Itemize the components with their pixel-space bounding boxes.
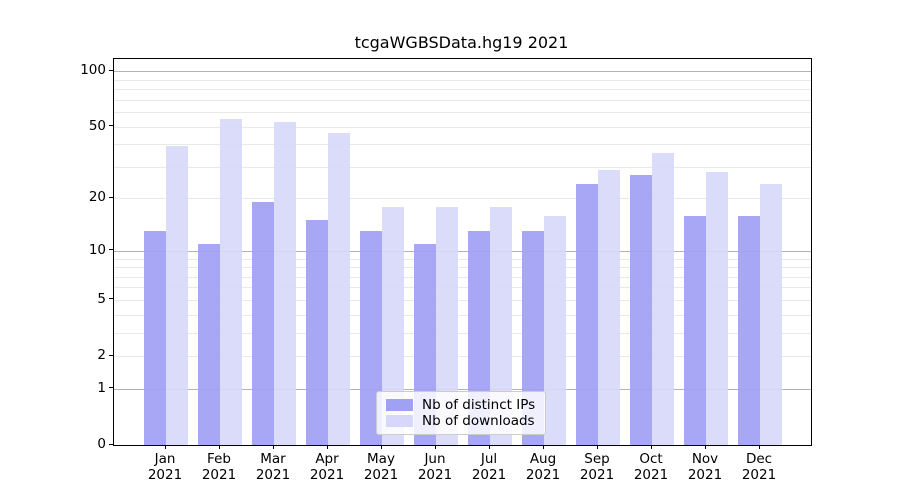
x-tick-label: Jun 2021 (417, 451, 453, 483)
bar-nb-of-distinct-ips-Apr (306, 220, 328, 445)
minor-gridline (114, 166, 811, 168)
x-tick-label: Sep 2021 (579, 451, 615, 483)
major-gridline (114, 71, 811, 73)
bar-nb-of-distinct-ips-Dec (738, 215, 760, 445)
x-tick-label: Nov 2021 (687, 451, 723, 483)
bar-nb-of-distinct-ips-Jan (144, 231, 166, 445)
x-tick-mark (597, 445, 598, 449)
x-tick-mark (219, 445, 220, 449)
y-tick-label: 0 (97, 436, 106, 452)
bar-nb-of-downloads-Mar (274, 121, 296, 445)
x-tick-mark (489, 445, 490, 449)
bar-nb-of-downloads-Aug (544, 215, 566, 445)
y-tick-mark (109, 125, 113, 126)
legend-entry-distinct-ips: Nb of distinct IPs (386, 397, 536, 413)
bar-nb-of-distinct-ips-Nov (684, 215, 706, 445)
y-tick-mark (109, 443, 113, 445)
bar-nb-of-distinct-ips-Oct (630, 175, 652, 445)
minor-gridline (114, 287, 811, 289)
bar-nb-of-distinct-ips-Mar (252, 202, 274, 445)
x-tick-mark (651, 445, 652, 449)
bar-nb-of-distinct-ips-Feb (198, 243, 220, 445)
y-tick-label: 100 (80, 62, 106, 79)
minor-gridline (114, 99, 811, 101)
x-tick-mark (273, 445, 274, 449)
y-tick-label: 2 (97, 347, 106, 363)
legend-label-downloads: Nb of downloads (422, 413, 535, 429)
y-tick-label: 10 (88, 241, 106, 258)
minor-gridline (114, 144, 811, 146)
legend-swatch-distinct-ips (386, 399, 413, 411)
minor-gridline (114, 314, 811, 316)
x-tick-label: Aug 2021 (525, 451, 561, 483)
x-tick-label: Oct 2021 (633, 451, 669, 483)
x-tick-label: Dec 2021 (741, 451, 777, 483)
bar-nb-of-downloads-Jul (490, 206, 512, 445)
y-tick-mark (109, 387, 113, 389)
y-tick-mark (109, 249, 113, 251)
legend-swatch-downloads (386, 415, 413, 427)
x-tick-mark (327, 445, 328, 449)
y-tick-label: 1 (97, 379, 106, 396)
y-tick-mark (109, 69, 113, 71)
y-tick-mark (109, 354, 113, 356)
x-tick-label: Jan 2021 (147, 451, 183, 483)
y-tick-mark (109, 196, 113, 198)
minor-gridline (114, 332, 811, 334)
minor-gridline (114, 276, 811, 278)
bar-nb-of-downloads-Apr (328, 133, 350, 445)
bar-nb-of-downloads-Nov (706, 172, 728, 445)
plot-area: Nb of distinct IPs Nb of downloads (113, 58, 812, 446)
bar-nb-of-distinct-ips-Sep (576, 184, 598, 445)
legend-entry-downloads: Nb of downloads (386, 413, 536, 429)
minor-gridline (114, 112, 811, 113)
minor-gridline (114, 126, 811, 128)
y-tick-label: 50 (88, 117, 106, 134)
x-tick-label: Jul 2021 (471, 451, 507, 483)
bar-nb-of-downloads-Jun (436, 206, 458, 445)
x-tick-label: Mar 2021 (255, 451, 291, 483)
x-tick-mark (759, 445, 760, 449)
x-tick-mark (165, 445, 166, 449)
bar-nb-of-downloads-Sep (598, 169, 620, 445)
minor-gridline (114, 89, 811, 90)
minor-gridline (114, 258, 811, 260)
y-tick-label: 5 (97, 290, 106, 307)
minor-gridline (114, 267, 811, 268)
minor-gridline (114, 198, 811, 200)
legend: Nb of distinct IPs Nb of downloads (376, 391, 546, 435)
x-tick-mark (705, 445, 706, 449)
bar-nb-of-downloads-Feb (220, 118, 242, 445)
major-gridline (114, 388, 811, 390)
y-tick-label: 20 (88, 189, 106, 206)
minor-gridline (114, 79, 811, 81)
x-tick-label: Apr 2021 (309, 451, 345, 483)
bar-nb-of-downloads-Oct (652, 152, 674, 445)
legend-label-distinct-ips: Nb of distinct IPs (422, 397, 536, 413)
bar-nb-of-downloads-Jan (166, 146, 188, 445)
x-tick-label: Feb 2021 (201, 451, 237, 483)
x-tick-label: May 2021 (363, 451, 399, 483)
minor-gridline (114, 299, 811, 301)
y-tick-mark (109, 298, 113, 300)
chart-title: tcgaWGBSData.hg19 2021 (354, 33, 569, 52)
x-tick-mark (435, 445, 436, 449)
x-tick-mark (381, 445, 382, 449)
bar-nb-of-downloads-Dec (760, 184, 782, 445)
major-gridline (114, 250, 811, 252)
x-tick-mark (543, 445, 544, 449)
minor-gridline (114, 356, 811, 357)
bar-nb-of-downloads-May (382, 206, 404, 445)
